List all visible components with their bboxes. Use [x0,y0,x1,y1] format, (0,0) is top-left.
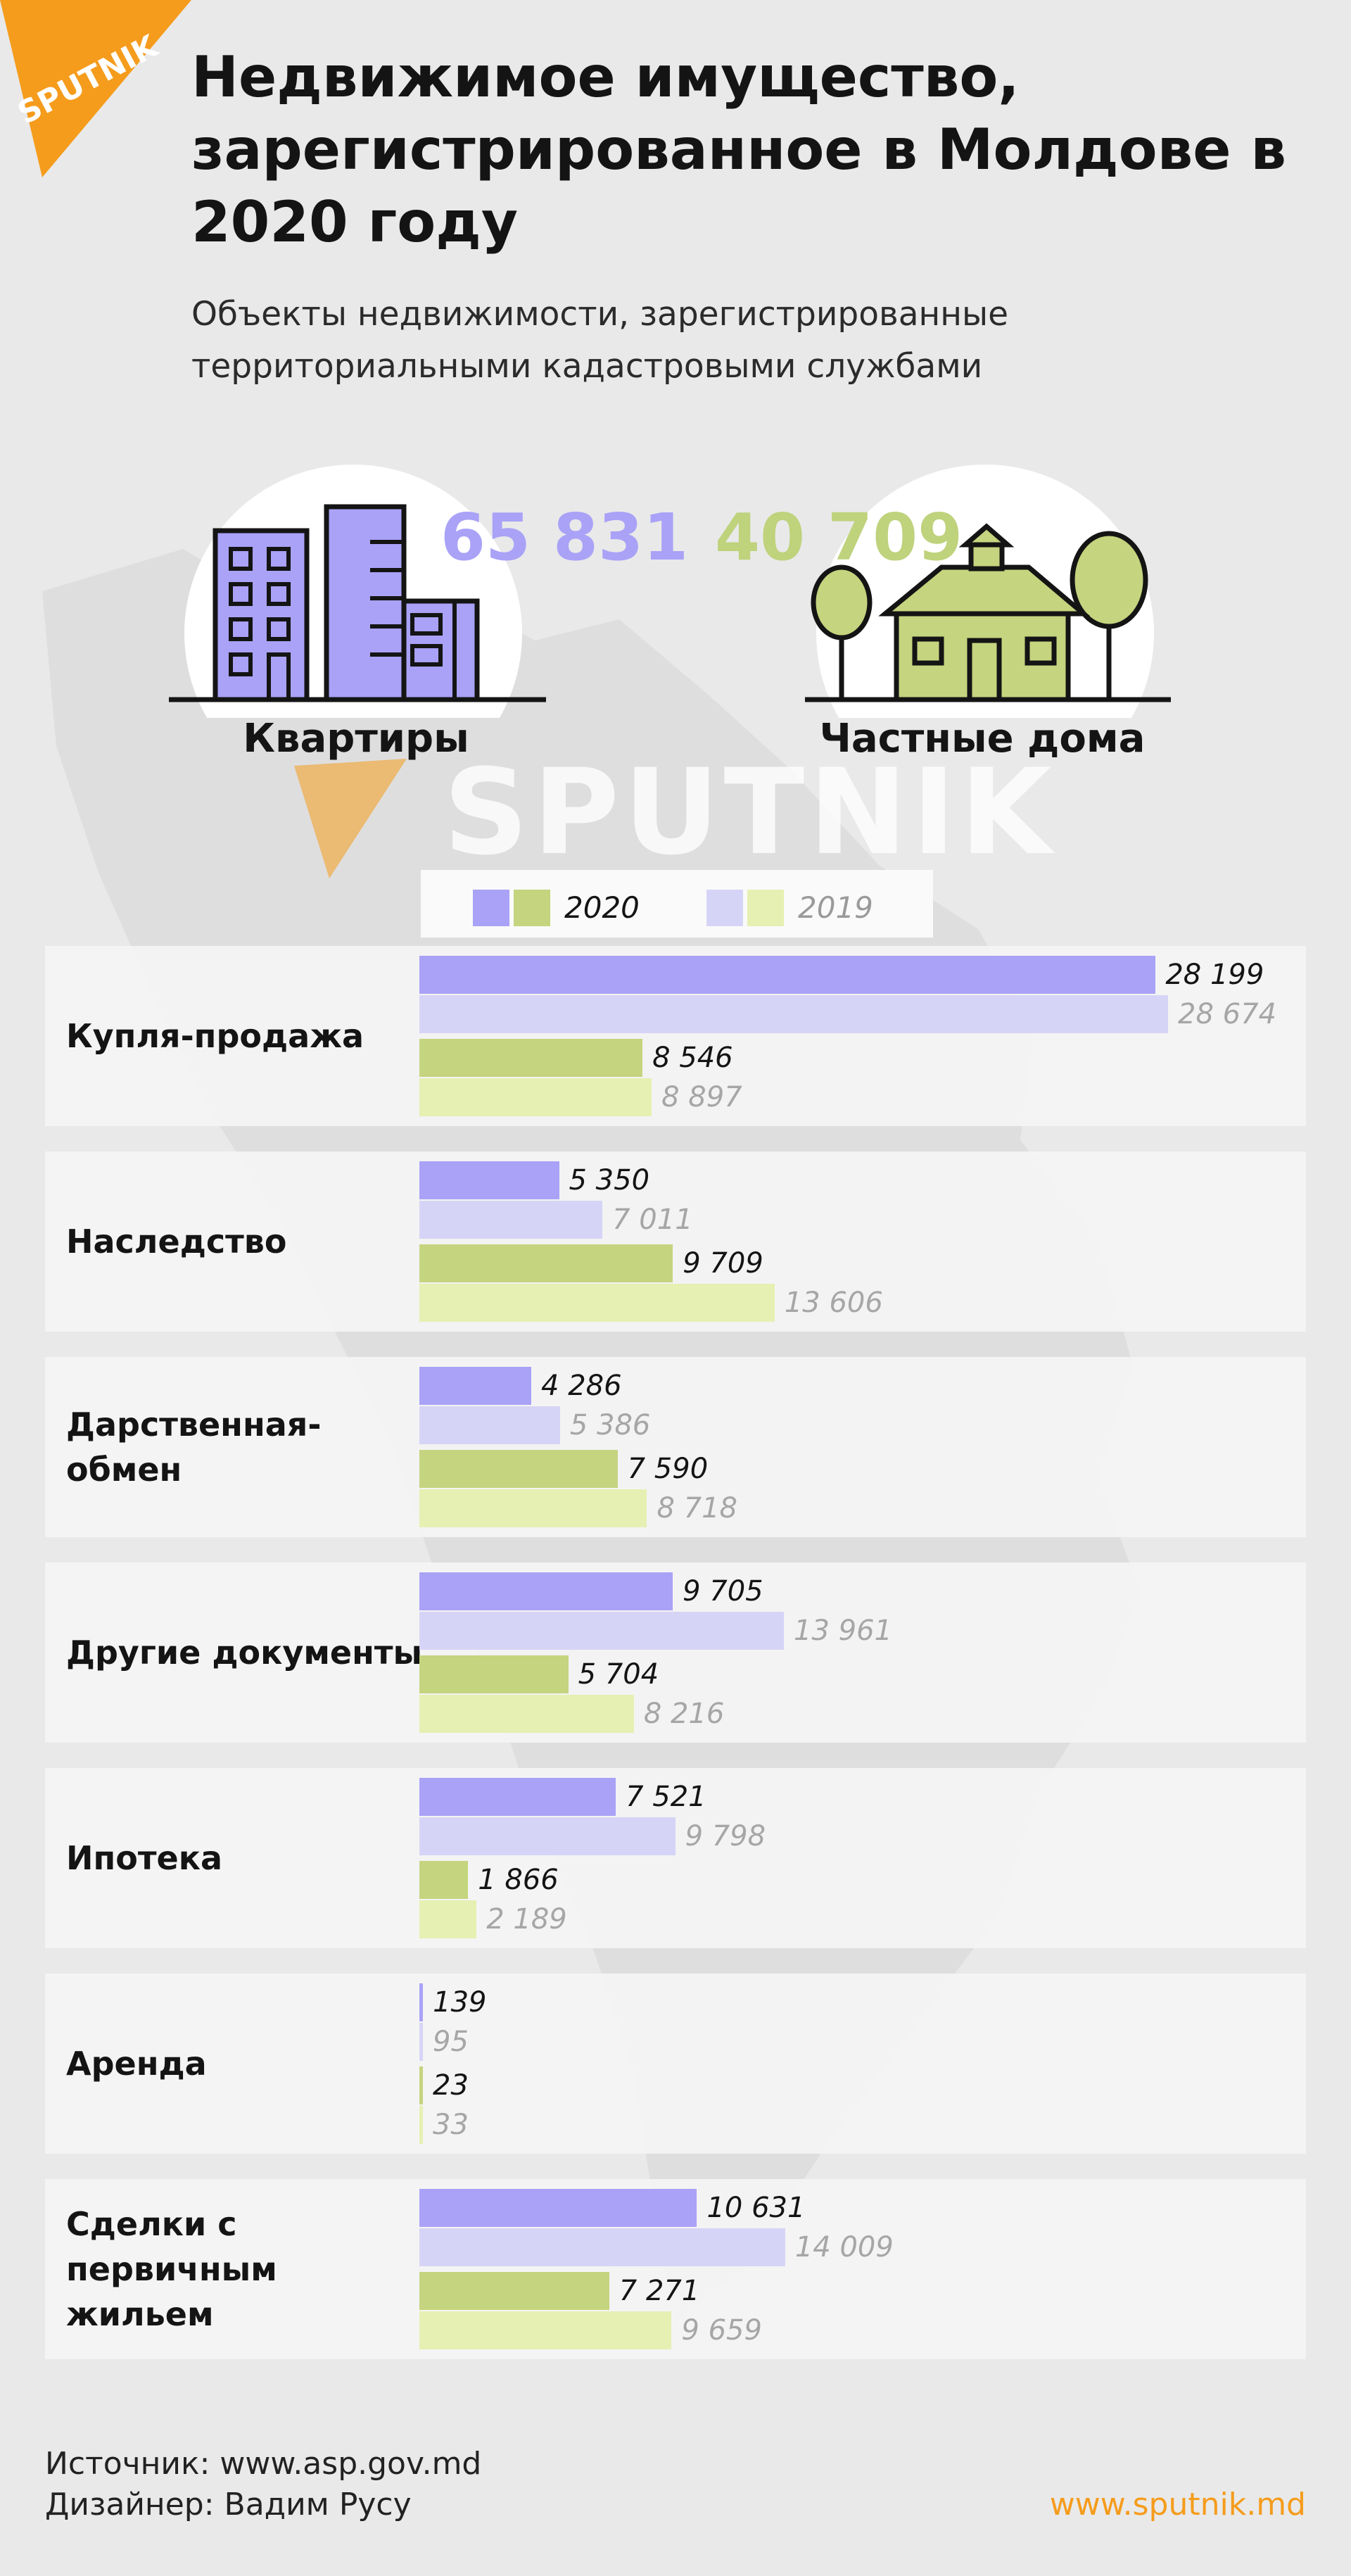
watermark-triangle-icon [294,759,407,878]
apartment-building-icon [169,465,546,718]
category-label: Другие документы [66,1634,423,1672]
designer-text: Дизайнер: Вадим Русу [45,2487,412,2523]
data-label: 2 189 [486,1903,567,1936]
bar [419,1572,673,1610]
data-label: 13 606 [784,1287,883,1319]
data-label: 9 798 [685,1820,766,1852]
data-label: 7 521 [626,1781,706,1813]
data-label: 1 866 [478,1864,559,1896]
watermark: SPUTNIK [443,743,1056,881]
data-label: 8 546 [652,1042,733,1074]
bar [419,1201,603,1239]
category-label: Сделки с первичным жильем [66,2205,277,2333]
bar [419,1406,560,1444]
bar [419,2311,672,2349]
bar [419,1078,652,1116]
bar [419,1161,559,1199]
bar [419,2272,609,2310]
bar [419,1778,616,1816]
data-label: 7 590 [627,1453,709,1485]
bar [419,995,1168,1033]
legend-swatch-apt-2020 [473,890,509,926]
apartments-label: Квартиры [243,716,469,762]
bar [419,1450,618,1488]
bar [419,2228,785,2266]
category-label: Наследство [66,1223,287,1261]
data-label: 14 009 [794,2231,894,2264]
bar [419,2189,697,2227]
category-panel: Другие документы 9 705 13 961 5 704 8 216 [45,1562,1306,1743]
bar [419,1489,647,1527]
data-label: 7 271 [619,2275,700,2307]
bar [419,1039,643,1077]
houses-label: Частные дома [819,716,1146,762]
data-label: 4 286 [541,1370,622,1402]
page-title: Недвижимое имущество, зарегистрированное… [191,44,1286,255]
bar [419,1367,532,1405]
bar [419,1817,676,1855]
private-house-icon [805,465,1171,718]
data-label: 9 709 [683,1247,763,1280]
chart-legend: 2020 2019 [421,870,933,937]
data-label: 5 386 [569,1409,651,1441]
category-label: Ипотека [66,1839,223,1877]
bar [419,2106,423,2144]
category-panel: Купля-продажа 28 199 28 674 8 546 8 897 [45,946,1306,1126]
category-panel: Наследство 5 350 7 011 9 709 13 606 [45,1151,1306,1332]
footer-credits: Источник: www.asp.gov.md Дизайнер: Вадим… [45,2444,481,2525]
bar [419,2023,423,2061]
data-label: 5 704 [578,1658,659,1691]
data-label: 9 705 [683,1575,763,1608]
apartments-total: 65 831 [440,500,689,575]
data-label: 7 011 [612,1204,693,1236]
category-label: Аренда [66,2045,207,2083]
bar [419,1983,424,2021]
category-label: Дарственная- обмен [66,1406,322,1489]
bar [419,1655,569,1693]
legend-swatch-house-2020 [514,890,550,926]
category-panel: Дарственная- обмен 4 286 5 386 7 590 8 718 [45,1357,1306,1537]
bar [419,1612,785,1650]
data-label: 8 897 [661,1081,742,1113]
bar [419,956,1156,994]
bar [419,1695,634,1733]
data-label: 33 [433,2109,469,2141]
data-label: 5 350 [569,1164,650,1197]
data-label: 8 216 [643,1698,725,1730]
data-label: 9 659 [681,2314,762,2347]
sputnik-logo: SPUTNIK [0,0,191,177]
source-text: Источник: www.asp.gov.md [45,2446,482,2482]
houses-total: 40 709 [715,500,963,575]
data-label: 13 961 [794,1615,893,1647]
data-label: 10 631 [706,2192,806,2224]
legend-swatch-apt-2019 [706,890,743,926]
data-label: 8 718 [657,1492,737,1524]
legend-label-2020: 2020 [564,890,640,925]
data-label: 23 [433,2069,469,2102]
bar [419,1284,775,1322]
page-subtitle: Объекты недвижимости, зарегистрированные… [191,295,1009,386]
data-label: 28 199 [1165,959,1264,991]
bar [419,1861,469,1899]
data-label: 28 674 [1178,998,1276,1030]
category-panel: Аренда 139 95 23 33 [45,1974,1306,2154]
data-label: 95 [433,2026,469,2058]
data-label: 139 [433,1986,487,2019]
category-panel: Сделки с первичным жильем 10 631 14 009 7 2… [45,2179,1306,2359]
bar [419,1244,673,1282]
site-link[interactable]: www.sputnik.md [1049,2487,1306,2523]
bar [419,2066,423,2104]
bar [419,1900,477,1938]
category-label: Купля-продажа [66,1017,364,1055]
legend-label-2019: 2019 [798,890,873,925]
category-panel: Ипотека 7 521 9 798 1 866 2 189 [45,1768,1306,1948]
legend-swatch-house-2019 [747,890,784,926]
